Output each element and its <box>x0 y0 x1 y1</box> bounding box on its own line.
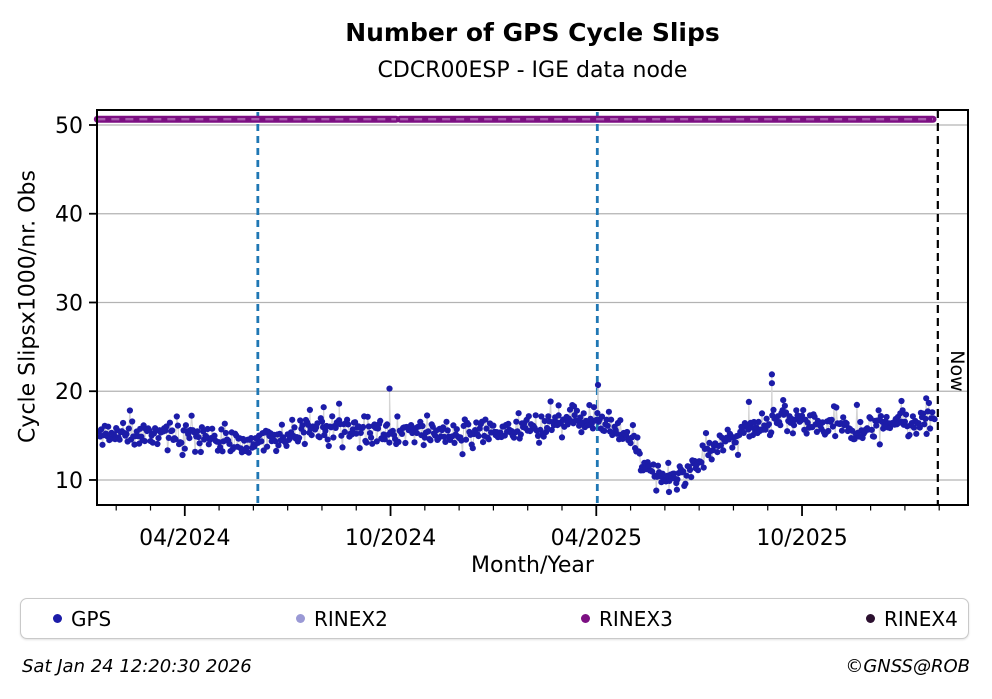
legend-label-rinex4: RINEX4 <box>884 606 958 631</box>
gps-scatter <box>96 371 938 496</box>
timestamp-text: Sat Jan 24 12:20:30 2026 <box>22 656 252 677</box>
legend-label-rinex3: RINEX3 <box>599 606 673 631</box>
y-tick-label: 20 <box>55 380 83 405</box>
now-line-label: Now <box>946 350 968 392</box>
y-tick-label: 10 <box>55 469 83 494</box>
y-gridlines <box>97 124 968 481</box>
y-tick-label: 50 <box>55 114 83 139</box>
x-tick-label: 10/2025 <box>756 526 847 551</box>
credit-text: ©GNSS@ROB <box>845 656 970 677</box>
x-tick-label: 04/2024 <box>139 526 230 551</box>
plot-border <box>96 109 969 506</box>
x-tick-label: 10/2024 <box>345 526 436 551</box>
legend: GPS RINEX2 RINEX3 RINEX4 <box>20 598 969 639</box>
legend-label-gps: GPS <box>71 606 112 631</box>
gps-marker-icon <box>53 614 62 623</box>
chart-title: Number of GPS Cycle Slips <box>345 18 720 47</box>
legend-label-rinex2: RINEX2 <box>314 606 388 631</box>
rinex3-marker-icon <box>581 614 590 623</box>
axis-tick-labels: 04/2024 10/2024 04/2025 10/2025 10 20 30 40 50 <box>55 114 848 551</box>
legend-item-gps: GPS <box>53 607 111 631</box>
chart-subtitle: CDCR00ESP - IGE data node <box>377 58 688 83</box>
y-axis-label: Cycle Slipsx1000/nr. Obs <box>15 170 41 443</box>
axis-ticks <box>89 124 940 516</box>
y-tick-label: 40 <box>55 203 83 228</box>
rinex2-marker-icon <box>296 614 305 623</box>
x-tick-label: 04/2025 <box>551 526 642 551</box>
legend-item-rinex4: RINEX4 <box>866 607 958 631</box>
legend-item-rinex3: RINEX3 <box>581 607 673 631</box>
rinex4-marker-icon <box>866 614 875 623</box>
legend-item-rinex2: RINEX2 <box>296 607 388 631</box>
y-tick-label: 30 <box>55 291 83 316</box>
x-axis-label: Month/Year <box>471 553 594 578</box>
event-lines <box>256 112 599 505</box>
